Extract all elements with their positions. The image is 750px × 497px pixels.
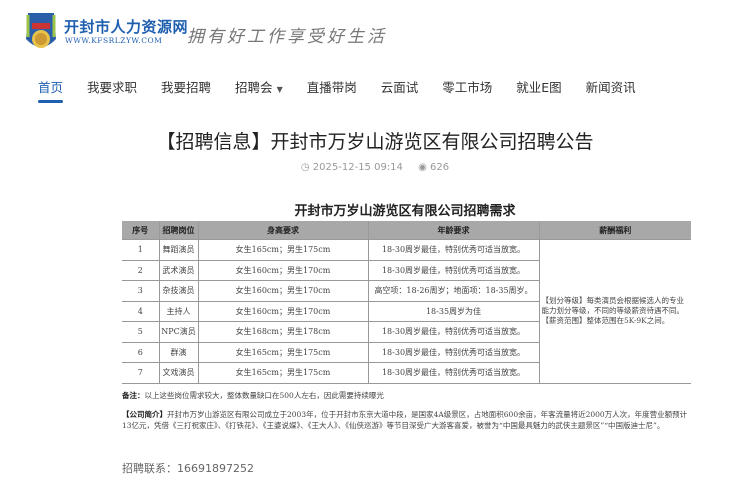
table-cell: 18-30周岁最佳，特别优秀可适当放宽。 <box>368 260 540 281</box>
note: 备注：以上这些岗位需求较大，整体数量缺口在500人左右，因此需要持续曝光 <box>122 390 384 401</box>
table-cell: 女生165cm；男生175cm <box>198 239 369 261</box>
nav-live[interactable]: 直播带岗 <box>306 80 357 95</box>
nav-job-fair[interactable]: 招聘会 ▼ <box>235 77 283 96</box>
table-cell: 女生165cm；男生175cm <box>198 362 369 384</box>
table-row: 1 舞蹈演员 女生165cm；男生175cm 18-30周岁最佳，特别优秀可适当放宽。… <box>122 239 691 384</box>
slogan: 拥有好工作享受好生活 <box>187 27 387 47</box>
nav-home[interactable]: 首页 <box>38 77 64 103</box>
table-cell: 1 <box>122 239 160 261</box>
col-header: 年龄要求 <box>368 221 540 240</box>
table-cell: 主持人 <box>159 301 199 322</box>
table-cell: 文戏演员 <box>159 362 199 384</box>
nav-gig-market[interactable]: 零工市场 <box>442 80 493 95</box>
table-cell: 高空项：18-26周岁；地面项：18-35周岁。 <box>368 280 540 302</box>
table-row: 2 武术演员 女生160cm；男生170cm 18-30周岁最佳，特别优秀可适当放宽。 <box>122 260 691 281</box>
main-nav: 首页 我要求职 我要招聘 招聘会 ▼ 直播带岗 云面试 零工市场 就业E图 新闻资… <box>38 77 660 103</box>
intro-text: 开封市万岁山游览区有限公司成立于2003年，位于开封市东京大道中段，是国家4A级… <box>122 410 688 430</box>
publish-date: 2025-12-15 09:14 <box>312 162 403 173</box>
table-cell: 2 <box>122 260 160 281</box>
col-header: 招聘岗位 <box>159 221 199 240</box>
table-row: 4 主持人 女生160cm；男生170cm 18-35周岁为佳 <box>122 301 691 322</box>
table-cell: 武术演员 <box>159 260 199 281</box>
table-row: 7 文戏演员 女生165cm；男生175cm 18-30周岁最佳，特别优秀可适当放宽。 <box>122 362 691 384</box>
table-cell: NPC演员 <box>159 321 199 343</box>
col-header: 序号 <box>122 221 160 240</box>
site-url: WWW.KFSRLZYW.COM <box>65 36 163 45</box>
table-cell: 18-30周岁最佳，特别优秀可适当放宽。 <box>368 342 540 363</box>
table-cell: 杂技演员 <box>159 280 199 302</box>
table-cell: 18-30周岁最佳，特别优秀可适当放宽。 <box>368 362 540 384</box>
table-row: 3 杂技演员 女生160cm；男生170cm 高空项：18-26周岁；地面项：18-3… <box>122 280 691 302</box>
company-intro: 【公司简介】开封市万岁山游览区有限公司成立于2003年，位于开封市东京大道中段，… <box>122 410 692 431</box>
col-header: 身高要求 <box>198 221 369 240</box>
salary-cell: 【划分等级】每类演员会根据候选人的专业能力划分等级，不同的等级薪资待遇不同。【薪… <box>539 239 691 384</box>
table-cell: 6 <box>122 342 160 363</box>
table-cell: 女生168cm；男生178cm <box>198 321 369 343</box>
chevron-down-icon: ▼ <box>276 85 283 94</box>
table-cell: 18-35周岁为佳 <box>368 301 540 322</box>
table-row: 5 NPC演员 女生168cm；男生178cm 18-30周岁最佳，特别优秀可适当放宽… <box>122 321 691 343</box>
nav-recruit[interactable]: 我要招聘 <box>161 80 212 95</box>
recruit-table: 序号 招聘岗位 身高要求 年龄要求 薪酬福利 1 舞蹈演员 女生165cm；男生17… <box>122 221 691 384</box>
table-cell: 女生165cm；男生175cm <box>198 342 369 363</box>
intro-label: 【公司简介】 <box>122 410 167 419</box>
page-title: 【招聘信息】开封市万岁山游览区有限公司招聘公告 <box>156 131 594 153</box>
table-cell: 女生160cm；男生170cm <box>198 260 369 281</box>
note-label: 备注： <box>122 391 145 400</box>
eye-icon: ◉ <box>418 162 427 173</box>
view-count: 626 <box>430 162 450 173</box>
table-cell: 舞蹈演员 <box>159 239 199 261</box>
nav-employment-map[interactable]: 就业E图 <box>516 80 562 95</box>
table-title: 开封市万岁山游览区有限公司招聘需求 <box>294 204 516 219</box>
site-logo[interactable] <box>24 9 58 55</box>
article-meta: ◷ 2025-12-15 09:14 ◉ 626 <box>0 162 750 173</box>
note-text: 以上这些岗位需求较大，整体数量缺口在500人左右，因此需要持续曝光 <box>144 391 384 400</box>
nav-cloud-interview[interactable]: 云面试 <box>380 80 419 95</box>
table-cell: 18-30周岁最佳，特别优秀可适当放宽。 <box>368 321 540 343</box>
nav-job-fair-label: 招聘会 <box>235 80 273 95</box>
table-cell: 女生160cm；男生170cm <box>198 280 369 302</box>
table-cell: 7 <box>122 362 160 384</box>
table-cell: 女生160cm；男生170cm <box>198 301 369 322</box>
contact-info: 招聘联系：16691897252 <box>122 462 254 475</box>
table-cell: 18-30周岁最佳，特别优秀可适当放宽。 <box>368 239 540 261</box>
nav-news[interactable]: 新闻资讯 <box>585 80 636 95</box>
table-row: 6 群演 女生165cm；男生175cm 18-30周岁最佳，特别优秀可适当放宽。 <box>122 342 691 363</box>
table-cell: 4 <box>122 301 160 322</box>
clock-icon: ◷ <box>300 162 310 173</box>
site-name: 开封市人力资源网 <box>64 18 189 36</box>
col-header: 薪酬福利 <box>539 221 691 240</box>
table-cell: 群演 <box>159 342 199 363</box>
table-cell: 3 <box>122 280 160 302</box>
table-cell: 5 <box>122 321 160 343</box>
nav-job-seek[interactable]: 我要求职 <box>87 80 138 95</box>
